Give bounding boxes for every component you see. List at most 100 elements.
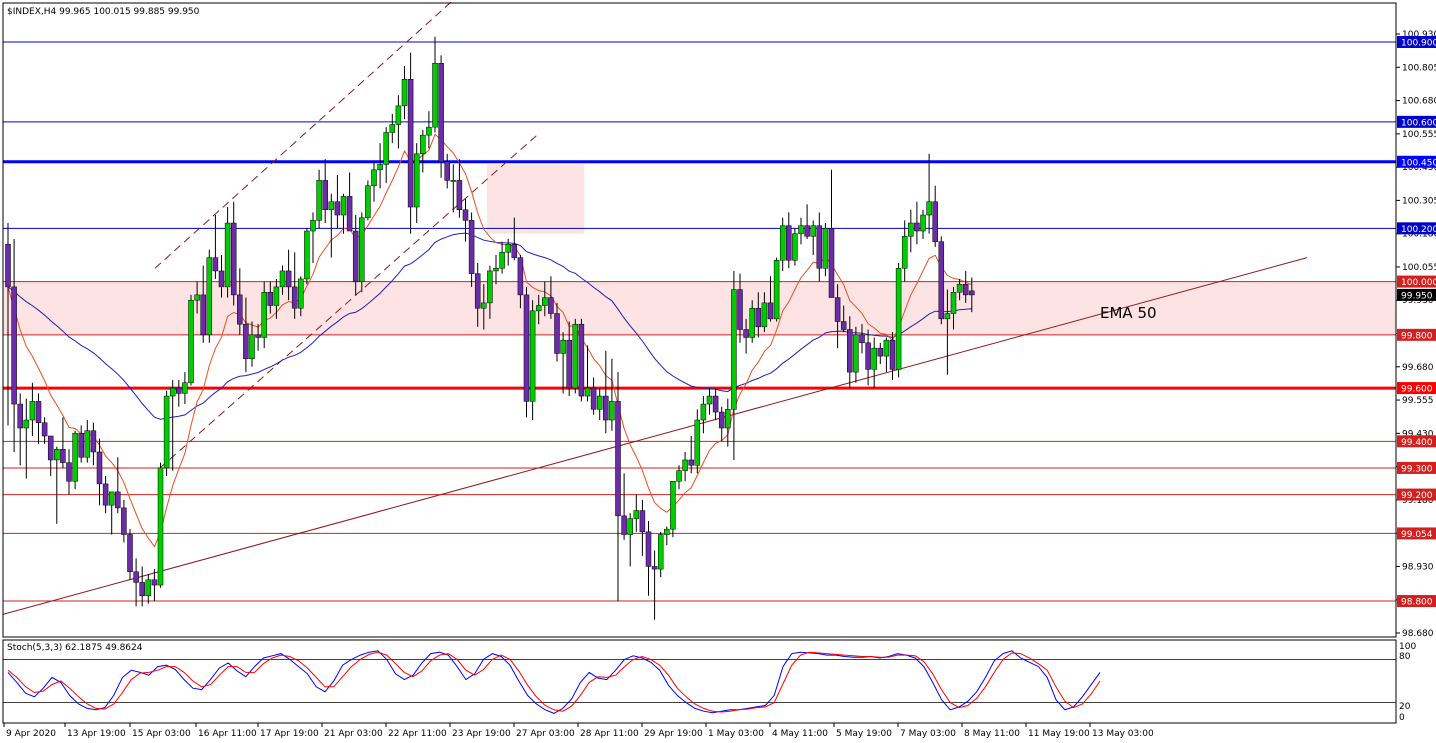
candle-body[interactable] — [462, 209, 469, 221]
candle-body[interactable] — [706, 395, 713, 405]
candle-body[interactable] — [176, 387, 182, 394]
candle-body[interactable] — [517, 257, 524, 296]
candle-body[interactable] — [755, 307, 762, 328]
candle-body[interactable] — [5, 244, 11, 288]
candle-body[interactable] — [371, 169, 377, 186]
candle-body[interactable] — [523, 294, 530, 402]
candle-body[interactable] — [810, 225, 816, 237]
candle-body[interactable] — [383, 132, 389, 165]
candle-body[interactable] — [962, 283, 969, 296]
candle-body[interactable] — [41, 422, 48, 437]
candle-body[interactable] — [493, 268, 499, 272]
candle-body[interactable] — [792, 233, 798, 261]
candle-body[interactable] — [182, 382, 188, 394]
candle-body[interactable] — [456, 180, 463, 210]
candle-body[interactable] — [115, 491, 121, 509]
candle-body[interactable] — [749, 307, 755, 338]
candle-body[interactable] — [413, 153, 420, 208]
candle-body[interactable] — [267, 291, 274, 306]
candles-layer[interactable] — [5, 36, 975, 620]
candle-body[interactable] — [816, 225, 823, 269]
candle-body[interactable] — [407, 79, 414, 208]
candle-body[interactable] — [920, 214, 926, 232]
candle-body[interactable] — [261, 291, 267, 338]
candle-body[interactable] — [676, 470, 682, 482]
candle-body[interactable] — [798, 225, 804, 234]
candle-body[interactable] — [316, 180, 322, 221]
candle-body[interactable] — [590, 387, 597, 410]
candle-body[interactable] — [139, 582, 145, 596]
candle-body[interactable] — [121, 507, 127, 535]
candle-body[interactable] — [560, 339, 566, 354]
candle-body[interactable] — [224, 222, 231, 288]
candle-body[interactable] — [859, 334, 865, 344]
candle-body[interactable] — [956, 283, 963, 293]
candle-body[interactable] — [511, 244, 518, 258]
candle-body[interactable] — [29, 401, 36, 421]
candle-body[interactable] — [377, 164, 383, 171]
candle-body[interactable] — [474, 273, 481, 309]
candle-body[interactable] — [908, 222, 914, 237]
candle-body[interactable] — [548, 297, 554, 314]
candle-body[interactable] — [243, 323, 249, 360]
candle-body[interactable] — [310, 220, 316, 232]
candle-body[interactable] — [871, 347, 877, 370]
candle-body[interactable] — [66, 462, 72, 482]
candle-body[interactable] — [432, 63, 438, 128]
candle-body[interactable] — [334, 201, 341, 216]
candle-body[interactable] — [584, 387, 591, 397]
candle-body[interactable] — [450, 180, 457, 182]
candle-body[interactable] — [804, 225, 810, 237]
candle-body[interactable] — [688, 459, 694, 466]
candle-body[interactable] — [255, 334, 261, 338]
candle-body[interactable] — [468, 220, 475, 274]
candle-body[interactable] — [535, 305, 542, 312]
candle-body[interactable] — [230, 222, 237, 296]
candle-body[interactable] — [102, 483, 109, 506]
candle-body[interactable] — [352, 230, 359, 282]
candle-body[interactable] — [163, 395, 170, 469]
candle-body[interactable] — [682, 459, 688, 471]
candle-body[interactable] — [926, 201, 932, 216]
candle-body[interactable] — [542, 297, 548, 306]
candle-body[interactable] — [761, 302, 768, 328]
candle-body[interactable] — [603, 395, 609, 421]
candle-body[interactable] — [96, 451, 103, 485]
candle-body[interactable] — [694, 419, 701, 466]
candle-body[interactable] — [291, 286, 298, 309]
candle-body[interactable] — [639, 510, 646, 533]
candle-body[interactable] — [212, 257, 219, 272]
candle-body[interactable] — [712, 395, 719, 413]
candle-body[interactable] — [779, 225, 786, 261]
candle-body[interactable] — [950, 291, 957, 314]
candle-body[interactable] — [188, 299, 194, 384]
candle-body[interactable] — [609, 401, 615, 421]
candle-body[interactable] — [78, 433, 84, 458]
candle-body[interactable] — [285, 270, 292, 288]
candle-body[interactable] — [615, 401, 621, 517]
candle-body[interactable] — [249, 334, 255, 360]
candle-body[interactable] — [157, 467, 164, 586]
candle-body[interactable] — [47, 435, 54, 461]
candle-body[interactable] — [200, 294, 206, 336]
candle-body[interactable] — [621, 515, 627, 535]
candle-body[interactable] — [529, 310, 536, 402]
candle-body[interactable] — [572, 323, 579, 389]
candle-body[interactable] — [237, 294, 243, 325]
candle-body[interactable] — [54, 449, 60, 461]
candle-body[interactable] — [11, 286, 17, 405]
candle-body[interactable] — [23, 419, 30, 429]
candle-body[interactable] — [72, 433, 78, 482]
candle-body[interactable] — [718, 411, 725, 429]
candle-body[interactable] — [554, 313, 560, 354]
candle-body[interactable] — [273, 286, 280, 306]
candle-body[interactable] — [914, 222, 920, 232]
candle-body[interactable] — [438, 63, 444, 163]
candle-body[interactable] — [304, 230, 310, 280]
candle-body[interactable] — [365, 185, 371, 218]
candle-body[interactable] — [822, 228, 829, 269]
candle-body[interactable] — [657, 534, 664, 570]
candle-body[interactable] — [127, 534, 133, 573]
candle-body[interactable] — [877, 347, 884, 357]
candle-body[interactable] — [389, 124, 396, 133]
